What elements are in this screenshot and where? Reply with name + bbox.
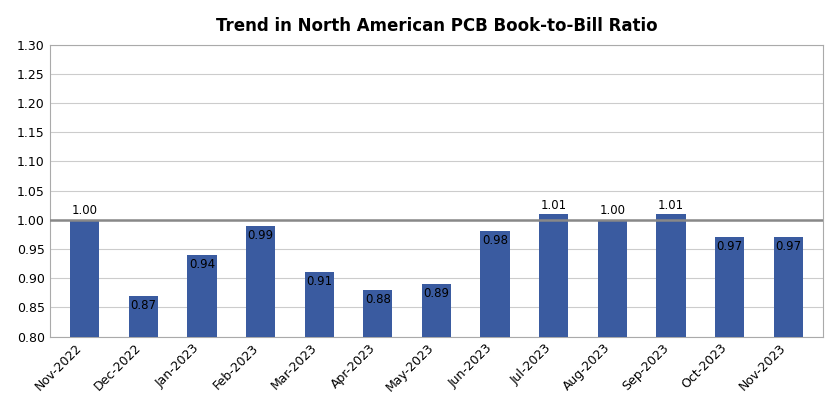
- Text: 1.01: 1.01: [541, 199, 567, 212]
- Bar: [480, 231, 510, 337]
- Text: 0.87: 0.87: [130, 299, 156, 312]
- Text: 1.00: 1.00: [71, 204, 97, 217]
- Bar: [656, 214, 685, 337]
- Bar: [187, 255, 217, 337]
- Bar: [774, 237, 803, 337]
- Text: 1.01: 1.01: [658, 199, 684, 212]
- Bar: [246, 226, 276, 337]
- Title: Trend in North American PCB Book-to-Bill Ratio: Trend in North American PCB Book-to-Bill…: [216, 17, 657, 35]
- Text: 0.91: 0.91: [306, 275, 333, 288]
- Bar: [715, 237, 744, 337]
- Text: 0.97: 0.97: [717, 240, 743, 253]
- Bar: [70, 220, 99, 337]
- Bar: [422, 284, 451, 337]
- Text: 0.99: 0.99: [248, 229, 274, 242]
- Text: 0.98: 0.98: [482, 234, 508, 247]
- Bar: [305, 272, 333, 337]
- Text: 0.89: 0.89: [423, 287, 449, 300]
- Bar: [597, 220, 627, 337]
- Text: 1.00: 1.00: [599, 204, 625, 217]
- Bar: [363, 290, 392, 337]
- Text: 0.88: 0.88: [365, 293, 391, 306]
- Bar: [539, 214, 569, 337]
- Text: 0.97: 0.97: [775, 240, 801, 253]
- Bar: [129, 296, 158, 337]
- Text: 0.94: 0.94: [189, 258, 215, 271]
